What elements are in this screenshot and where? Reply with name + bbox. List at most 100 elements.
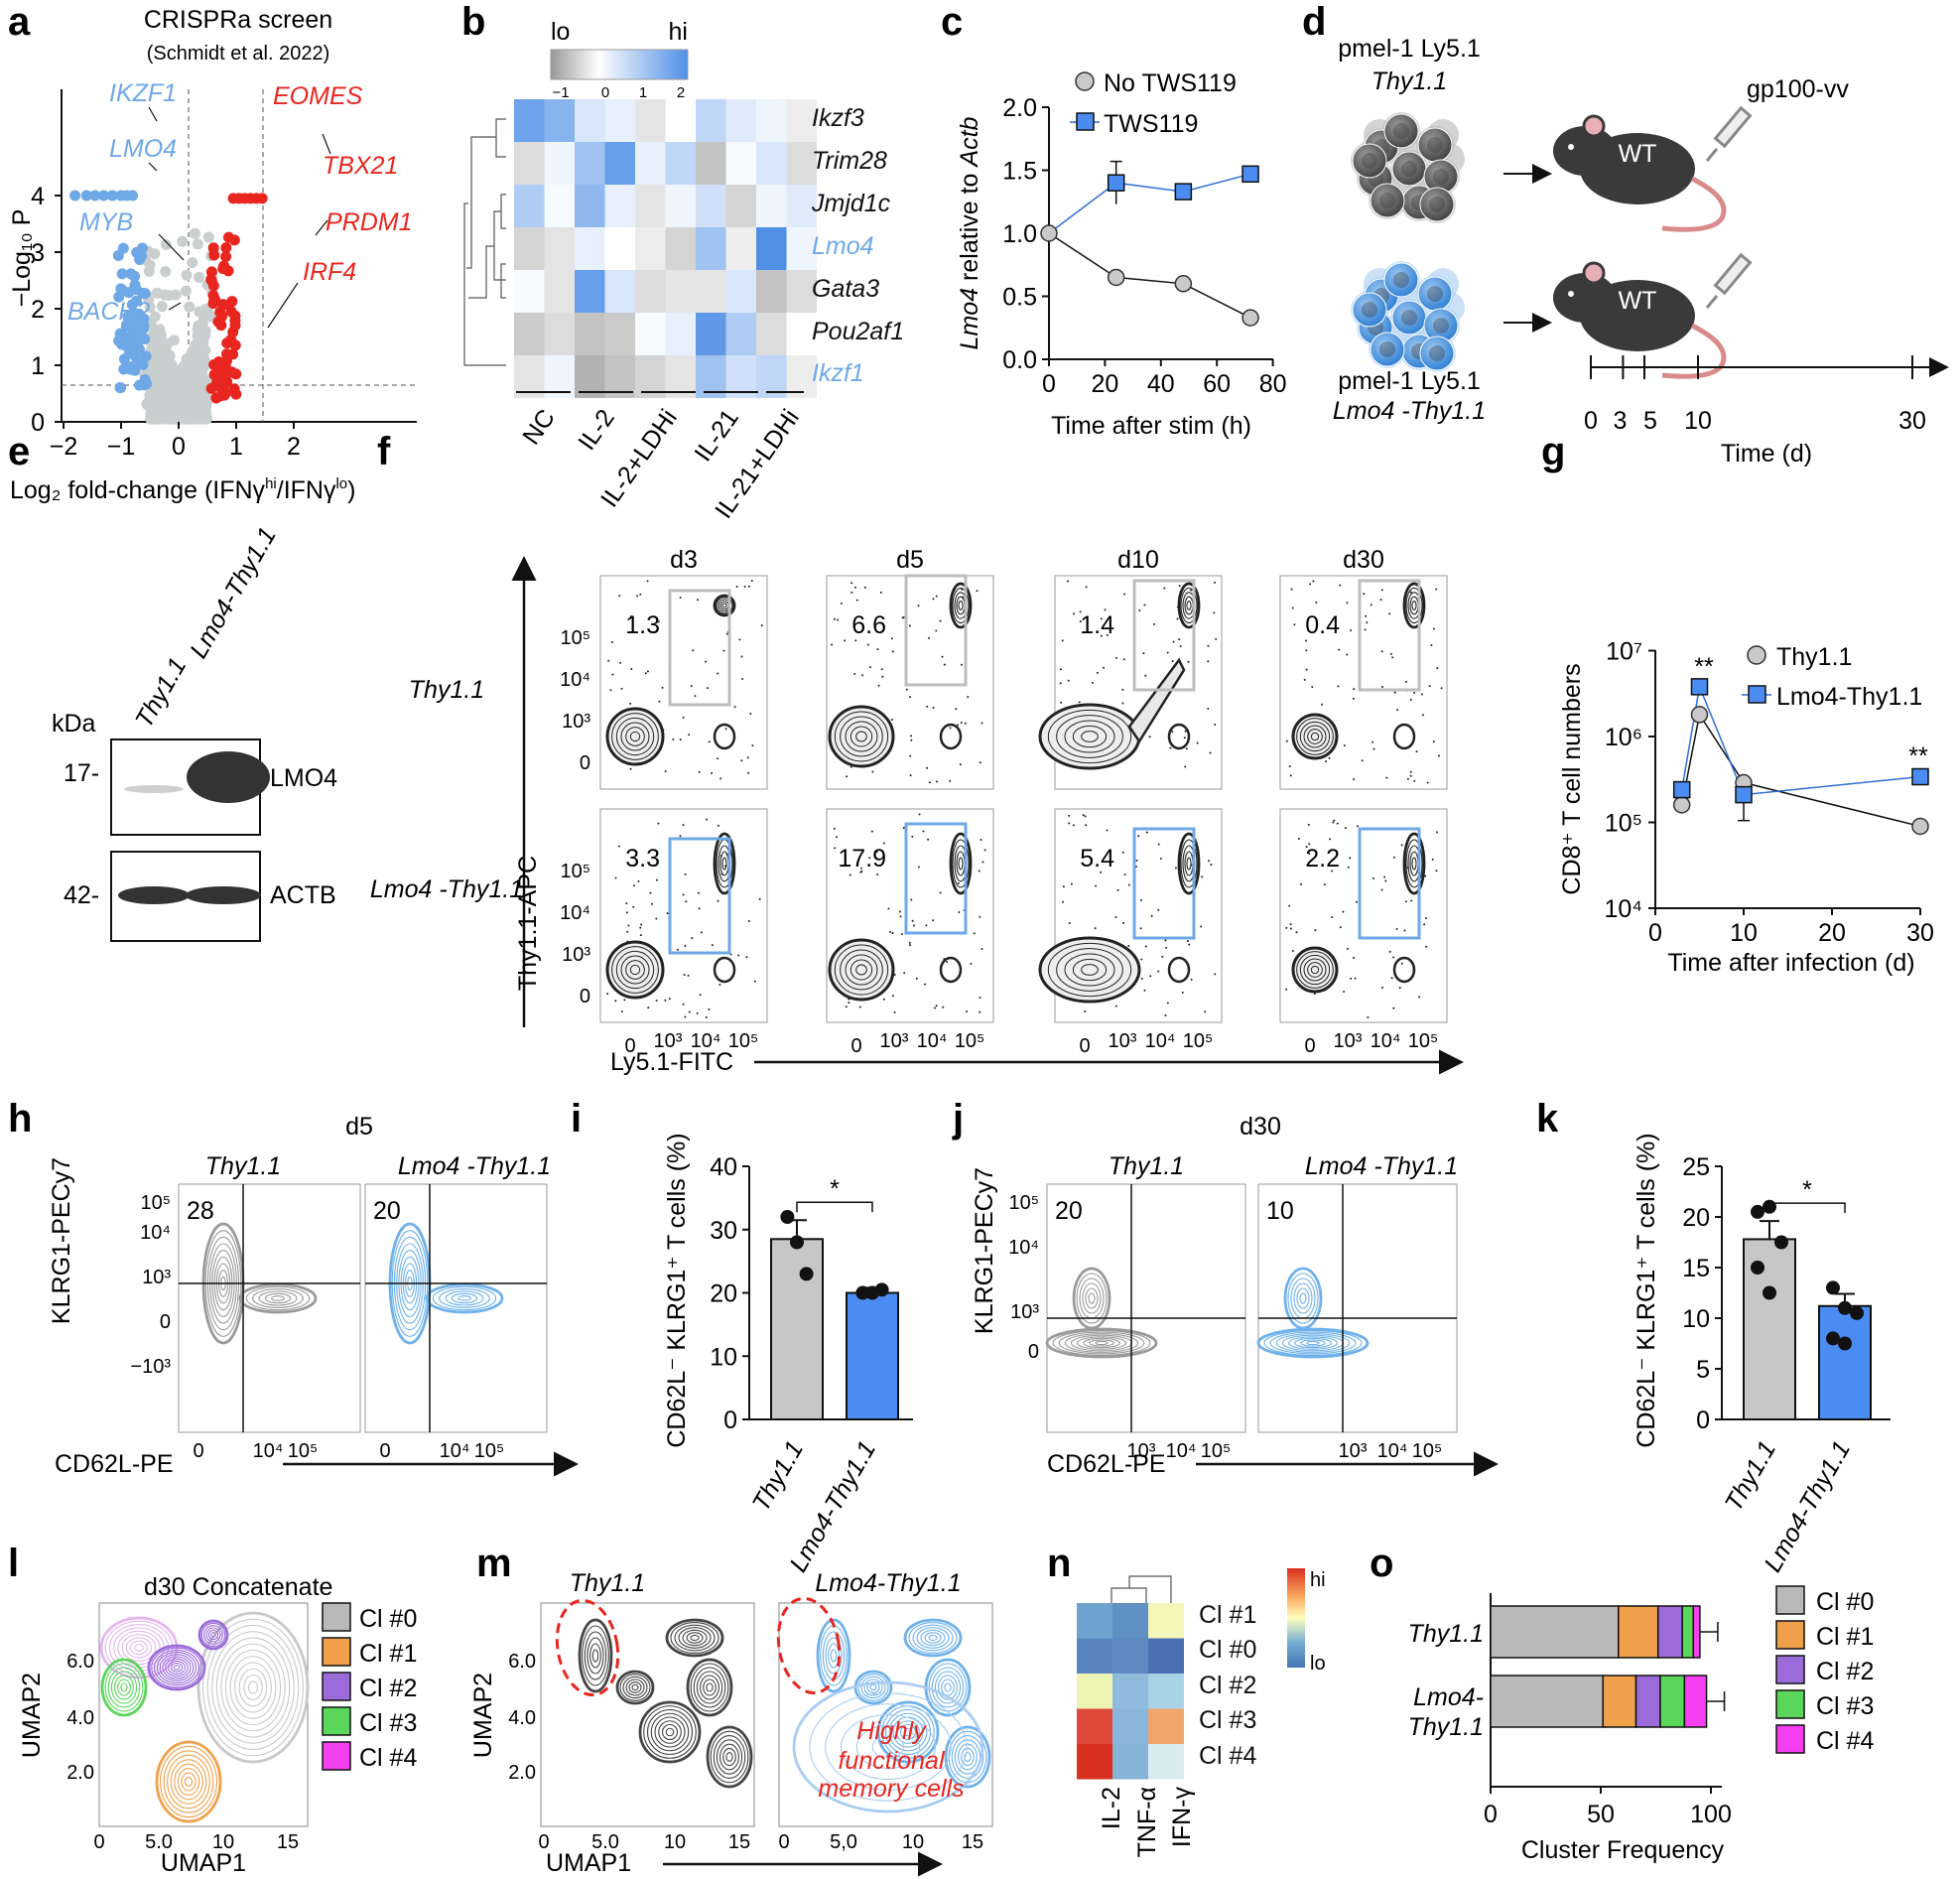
heatmap-cell: [604, 270, 635, 313]
a-title: CRISPRa screen: [144, 6, 332, 34]
data-point: [1826, 1280, 1840, 1295]
heatmap-cell: [665, 142, 696, 185]
event-dot: [1388, 950, 1391, 953]
event-dot: [1285, 988, 1288, 991]
contour: [1291, 946, 1339, 994]
event-dot: [1435, 588, 1438, 591]
contour: [625, 1678, 645, 1696]
event-dot: [760, 624, 763, 627]
event-dot: [1142, 652, 1145, 655]
contour: [706, 1682, 714, 1692]
tick-label: 30: [1898, 407, 1926, 435]
heatmap-cell: [544, 185, 575, 227]
event-dot: [900, 933, 903, 936]
heatmap-cell: [696, 185, 726, 227]
contour: [1047, 709, 1132, 764]
event-dot: [682, 716, 685, 719]
event-dot: [655, 878, 658, 881]
event-dot: [844, 639, 847, 642]
contour: [825, 1703, 952, 1791]
event-dot: [725, 632, 728, 635]
x-tick-label: 10⁴: [1145, 1030, 1176, 1052]
heatmap-cell: [725, 355, 756, 398]
y-tick-label: 0: [580, 752, 590, 774]
event-dot: [639, 934, 642, 937]
contour: [631, 1683, 639, 1691]
y-tick-label: 10⁵: [140, 1192, 171, 1214]
event-dot: [614, 1000, 617, 1003]
tick-label: 40: [1147, 370, 1175, 398]
contour: [896, 1720, 920, 1744]
event-dot: [1413, 692, 1416, 695]
heatmap-cell: [604, 142, 635, 185]
event-dot: [908, 696, 911, 699]
event-dot: [891, 995, 894, 998]
contour: [716, 1739, 743, 1775]
legend-label: Cl #2: [1816, 1658, 1874, 1685]
event-dot: [890, 637, 893, 640]
b-row-label-ikzf1: Ikzf1: [812, 359, 864, 387]
h-ylabel: KLRG1-PECy7: [48, 1157, 75, 1324]
event-dot: [649, 891, 652, 894]
legend-swatch: [1775, 1655, 1805, 1684]
tick-label: 2.0: [1002, 94, 1037, 122]
event-dot: [1353, 778, 1356, 781]
contour: [1127, 657, 1186, 744]
heatmap-cell: [725, 142, 756, 185]
data-point: [799, 1267, 814, 1281]
volcano-point: [185, 349, 196, 361]
event-dot: [1122, 658, 1125, 661]
event-dot: [1144, 674, 1147, 677]
event-dot: [1347, 866, 1350, 869]
event-dot: [1144, 945, 1147, 948]
event-dot: [964, 722, 967, 725]
o-row-lmo4-b: Thy1.1: [1408, 1713, 1484, 1741]
event-dot: [908, 624, 911, 627]
contour: [1167, 956, 1191, 984]
d-wt-label: WT: [1619, 140, 1657, 168]
heatmap-cell: [1077, 1708, 1112, 1744]
event-dot: [935, 1005, 938, 1007]
stacked-bar-segment: [1634, 1675, 1661, 1728]
cluster-2-contour: [207, 1629, 219, 1641]
c-legend-marker-no-tws119: [1075, 71, 1095, 91]
heatmap-cell: [786, 142, 817, 185]
event-dot: [840, 602, 843, 604]
stacked-bar-segment: [1681, 1605, 1694, 1659]
contour: [1064, 1333, 1139, 1353]
panel-a-volcano: CRISPRa screen (Schmidt et al. 2022) 0 1 2…: [8, 6, 417, 504]
event-dot: [831, 643, 834, 646]
volcano-point-up: [205, 266, 217, 278]
event-dot: [863, 586, 866, 589]
contour: [849, 959, 873, 981]
event-dot: [1100, 634, 1103, 637]
gate: [904, 574, 968, 687]
contour: [605, 940, 665, 1000]
x-tick-label: 10³: [654, 1030, 683, 1052]
event-dot: [1085, 824, 1088, 827]
heatmap-cell: [635, 355, 666, 398]
contour: [939, 723, 963, 750]
significance-star: *: [830, 1175, 840, 1203]
event-dot: [639, 926, 642, 929]
contour-positive: [716, 597, 733, 614]
event-dot: [854, 639, 857, 642]
x-tick-label: 0: [1304, 1035, 1315, 1057]
volcano-point-down: [140, 350, 152, 362]
g-ylabel: CD8⁺ T cell numbers: [1558, 663, 1586, 894]
event-dot: [946, 961, 949, 964]
event-dot: [860, 867, 863, 870]
heatmap-cell: [786, 270, 817, 313]
cluster-1-contour: [177, 1768, 200, 1796]
event-dot: [1346, 602, 1349, 604]
event-dot: [1127, 945, 1130, 948]
panel-label-b: b: [461, 0, 485, 44]
event-dot: [1428, 685, 1431, 688]
event-dot: [1354, 977, 1357, 980]
event-dot: [682, 824, 685, 827]
panel-m-umap: Thy1.1 Lmo4-Thy1.1 0 5.0 10 15 0 5,0 10 15 2.0 4.…: [469, 1569, 993, 1877]
event-dot: [684, 1015, 687, 1018]
b-group-label: IL-21: [689, 404, 744, 467]
heatmap-cell: [665, 227, 696, 270]
heatmap-cell: [696, 270, 726, 313]
